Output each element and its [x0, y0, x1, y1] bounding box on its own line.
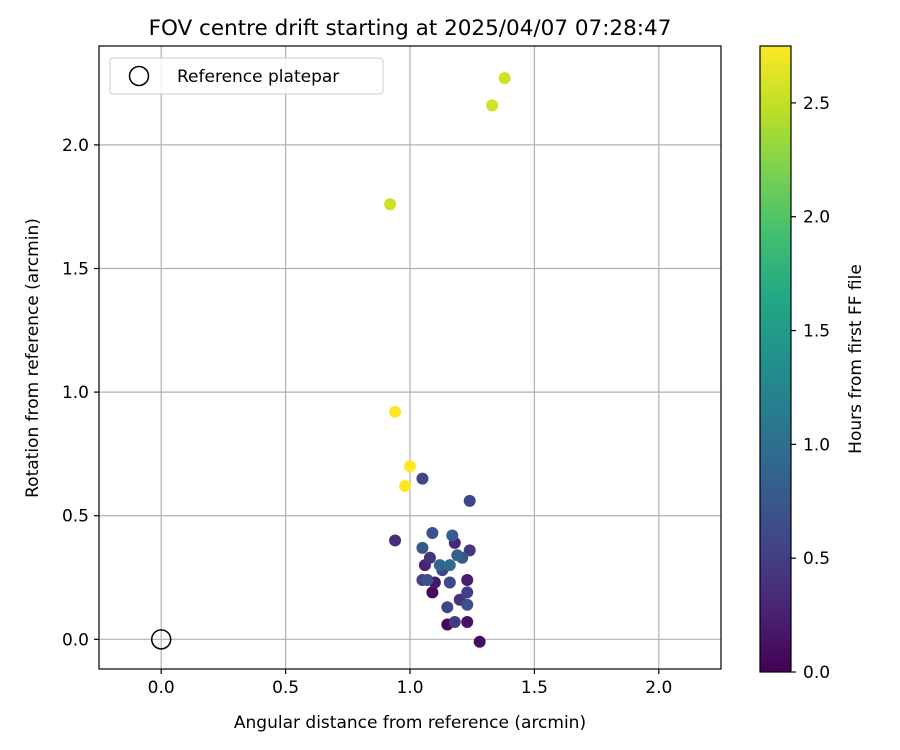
chart-title: FOV centre drift starting at 2025/04/07 …	[149, 16, 672, 41]
data-point	[433, 559, 446, 572]
y-axis-label: Rotation from reference (arcmin)	[23, 218, 43, 498]
data-point	[389, 534, 402, 547]
grid-lines	[99, 46, 721, 669]
colorbar-tick-label: 1.5	[803, 322, 830, 342]
y-axis-ticks: 0.0 0.5 1.0 1.5 2.0	[62, 136, 99, 650]
data-point	[441, 601, 454, 614]
data-point	[461, 574, 474, 586]
colorbar-tick-label: 1.0	[803, 435, 830, 455]
data-point	[426, 586, 439, 599]
reference-point	[150, 629, 172, 650]
data-point	[461, 586, 474, 599]
colorbar-tick-label: 2.0	[803, 208, 830, 228]
colorbar-label: Hours from first FF file	[846, 264, 866, 454]
data-point	[443, 576, 456, 589]
colorbar-tick-label: 2.5	[803, 94, 830, 114]
data-point	[451, 549, 464, 562]
legend-entry-reference-platepar: Reference platepar	[177, 67, 339, 87]
y-tick-label: 0.5	[62, 507, 89, 527]
data-point	[463, 494, 476, 507]
data-point	[416, 472, 429, 485]
data-point	[463, 544, 476, 557]
colorbar-tick-label: 0.0	[803, 663, 830, 683]
legend-marker-open-circle	[128, 65, 150, 87]
colorbar-ticks: 0.0 0.5 1.0 1.5 2.0 2.5	[791, 94, 830, 683]
x-tick-label: 2.0	[645, 678, 672, 698]
y-tick-label: 1.5	[62, 260, 89, 280]
data-point	[389, 405, 402, 418]
data-point	[416, 541, 429, 554]
data-point	[446, 529, 459, 542]
x-tick-label: 1.5	[521, 678, 548, 698]
x-axis-label: Angular distance from reference (arcmin)	[234, 713, 586, 733]
x-tick-label: 0.0	[148, 678, 175, 698]
reference-platepar-marker	[150, 629, 172, 650]
y-tick-label: 1.0	[62, 383, 89, 403]
data-point	[421, 574, 434, 586]
data-point	[404, 460, 416, 473]
colorbar	[759, 45, 792, 673]
data-point	[461, 598, 474, 611]
x-tick-label: 0.5	[272, 678, 299, 698]
legend-box	[109, 57, 384, 95]
x-axis-ticks: 0.0 0.5 1.0 1.5 2.0	[148, 669, 672, 698]
y-tick-label: 0.0	[62, 630, 89, 650]
data-point	[443, 559, 456, 572]
data-point	[426, 527, 439, 540]
colorbar-tick-label: 0.5	[803, 549, 830, 569]
data-point	[423, 551, 436, 564]
data-point	[473, 635, 486, 648]
data-point	[486, 99, 499, 112]
legend: Reference platepar	[109, 57, 384, 95]
y-tick-label: 2.0	[62, 136, 89, 156]
data-point	[461, 616, 474, 629]
data-point	[498, 72, 511, 85]
data-point	[384, 198, 397, 211]
data-points	[384, 72, 511, 648]
x-tick-label: 1.0	[396, 678, 423, 698]
data-point	[448, 616, 461, 629]
data-point	[399, 480, 412, 493]
